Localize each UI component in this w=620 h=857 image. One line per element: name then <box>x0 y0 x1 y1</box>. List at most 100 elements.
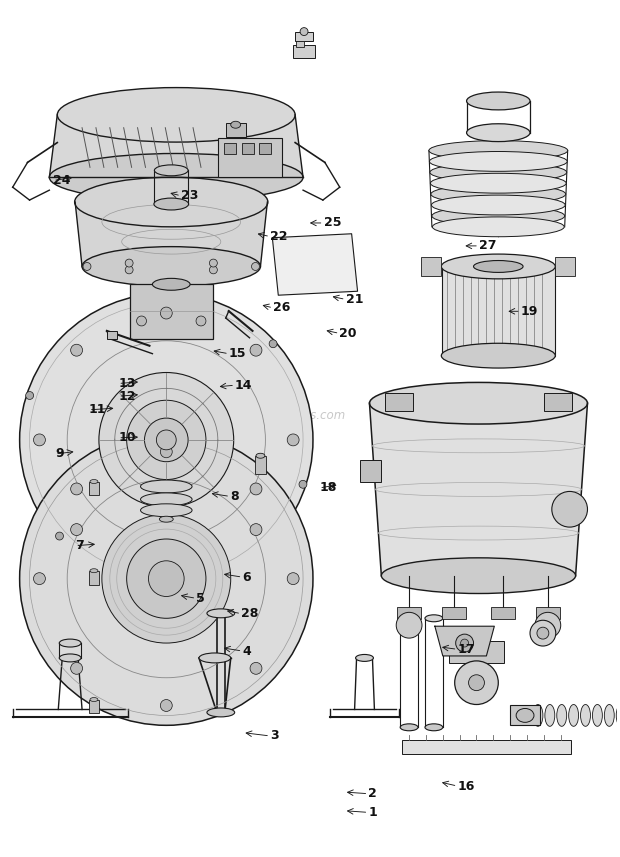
Circle shape <box>133 296 140 303</box>
Bar <box>89 699 99 713</box>
Circle shape <box>210 259 218 267</box>
Polygon shape <box>435 626 494 656</box>
Text: 1: 1 <box>368 806 377 819</box>
Bar <box>536 608 560 620</box>
Text: 12: 12 <box>118 390 136 403</box>
Text: 5: 5 <box>197 592 205 605</box>
Circle shape <box>250 345 262 357</box>
Ellipse shape <box>400 724 418 731</box>
Polygon shape <box>442 267 555 356</box>
Circle shape <box>252 262 259 271</box>
Bar <box>89 571 99 584</box>
Text: 18: 18 <box>319 482 337 494</box>
Bar <box>296 41 304 47</box>
Bar <box>360 459 381 482</box>
Bar <box>449 641 504 662</box>
Circle shape <box>126 400 206 480</box>
Ellipse shape <box>141 480 192 493</box>
Circle shape <box>250 524 262 536</box>
Circle shape <box>552 491 588 527</box>
Ellipse shape <box>467 123 530 141</box>
Text: 22: 22 <box>270 230 288 243</box>
Circle shape <box>250 483 262 494</box>
Ellipse shape <box>432 195 565 215</box>
Text: 2: 2 <box>368 788 377 800</box>
Circle shape <box>71 524 82 536</box>
Circle shape <box>161 446 172 458</box>
Circle shape <box>287 434 299 446</box>
Circle shape <box>20 293 313 586</box>
Text: 9: 9 <box>55 447 64 460</box>
Bar <box>89 482 99 495</box>
Circle shape <box>192 577 200 584</box>
Circle shape <box>161 699 172 711</box>
Bar <box>107 331 117 339</box>
Text: 24: 24 <box>53 174 71 187</box>
Ellipse shape <box>57 87 295 142</box>
Ellipse shape <box>616 704 620 726</box>
Circle shape <box>56 532 63 540</box>
Ellipse shape <box>467 92 530 110</box>
Ellipse shape <box>580 704 590 726</box>
Text: 14: 14 <box>235 379 252 392</box>
Bar <box>397 608 421 620</box>
Text: 21: 21 <box>345 293 363 306</box>
Circle shape <box>396 613 422 638</box>
Text: 15: 15 <box>229 347 246 360</box>
Ellipse shape <box>533 704 543 726</box>
Ellipse shape <box>430 152 567 171</box>
Circle shape <box>33 434 45 446</box>
Ellipse shape <box>153 279 190 291</box>
Text: 20: 20 <box>340 327 357 340</box>
Ellipse shape <box>154 198 188 210</box>
Text: 7: 7 <box>75 539 84 552</box>
Circle shape <box>33 572 45 584</box>
Text: 13: 13 <box>118 377 136 390</box>
Circle shape <box>136 316 146 326</box>
Ellipse shape <box>425 614 443 621</box>
Bar <box>442 608 466 620</box>
Ellipse shape <box>90 569 98 572</box>
Text: 8: 8 <box>230 490 239 503</box>
Ellipse shape <box>154 165 188 176</box>
Bar <box>259 142 272 154</box>
Text: 6: 6 <box>242 571 251 584</box>
Circle shape <box>125 259 133 267</box>
Ellipse shape <box>432 217 564 237</box>
Ellipse shape <box>593 704 603 726</box>
Circle shape <box>99 373 234 507</box>
Ellipse shape <box>441 254 556 279</box>
Bar <box>224 142 236 154</box>
Bar <box>293 45 315 58</box>
Circle shape <box>210 266 218 274</box>
Circle shape <box>156 430 176 450</box>
Ellipse shape <box>604 704 614 726</box>
Circle shape <box>20 432 313 725</box>
Ellipse shape <box>425 724 443 731</box>
Ellipse shape <box>431 184 565 204</box>
Circle shape <box>469 674 484 691</box>
Ellipse shape <box>60 654 81 662</box>
Bar <box>385 393 413 411</box>
Bar <box>421 256 441 276</box>
Bar <box>218 138 282 177</box>
Polygon shape <box>272 234 358 295</box>
Circle shape <box>25 392 33 399</box>
Circle shape <box>126 539 206 618</box>
Polygon shape <box>50 115 303 177</box>
Bar <box>510 705 540 725</box>
Circle shape <box>148 560 184 596</box>
Bar <box>492 608 515 620</box>
Text: 19: 19 <box>521 305 538 318</box>
Text: 11: 11 <box>89 404 106 417</box>
Circle shape <box>161 560 172 572</box>
Ellipse shape <box>370 382 588 424</box>
Circle shape <box>537 627 549 639</box>
Ellipse shape <box>430 173 566 193</box>
Ellipse shape <box>381 558 575 594</box>
Bar <box>242 142 254 154</box>
Circle shape <box>83 262 91 271</box>
Text: 23: 23 <box>181 189 198 202</box>
Circle shape <box>161 307 172 319</box>
Circle shape <box>71 345 82 357</box>
